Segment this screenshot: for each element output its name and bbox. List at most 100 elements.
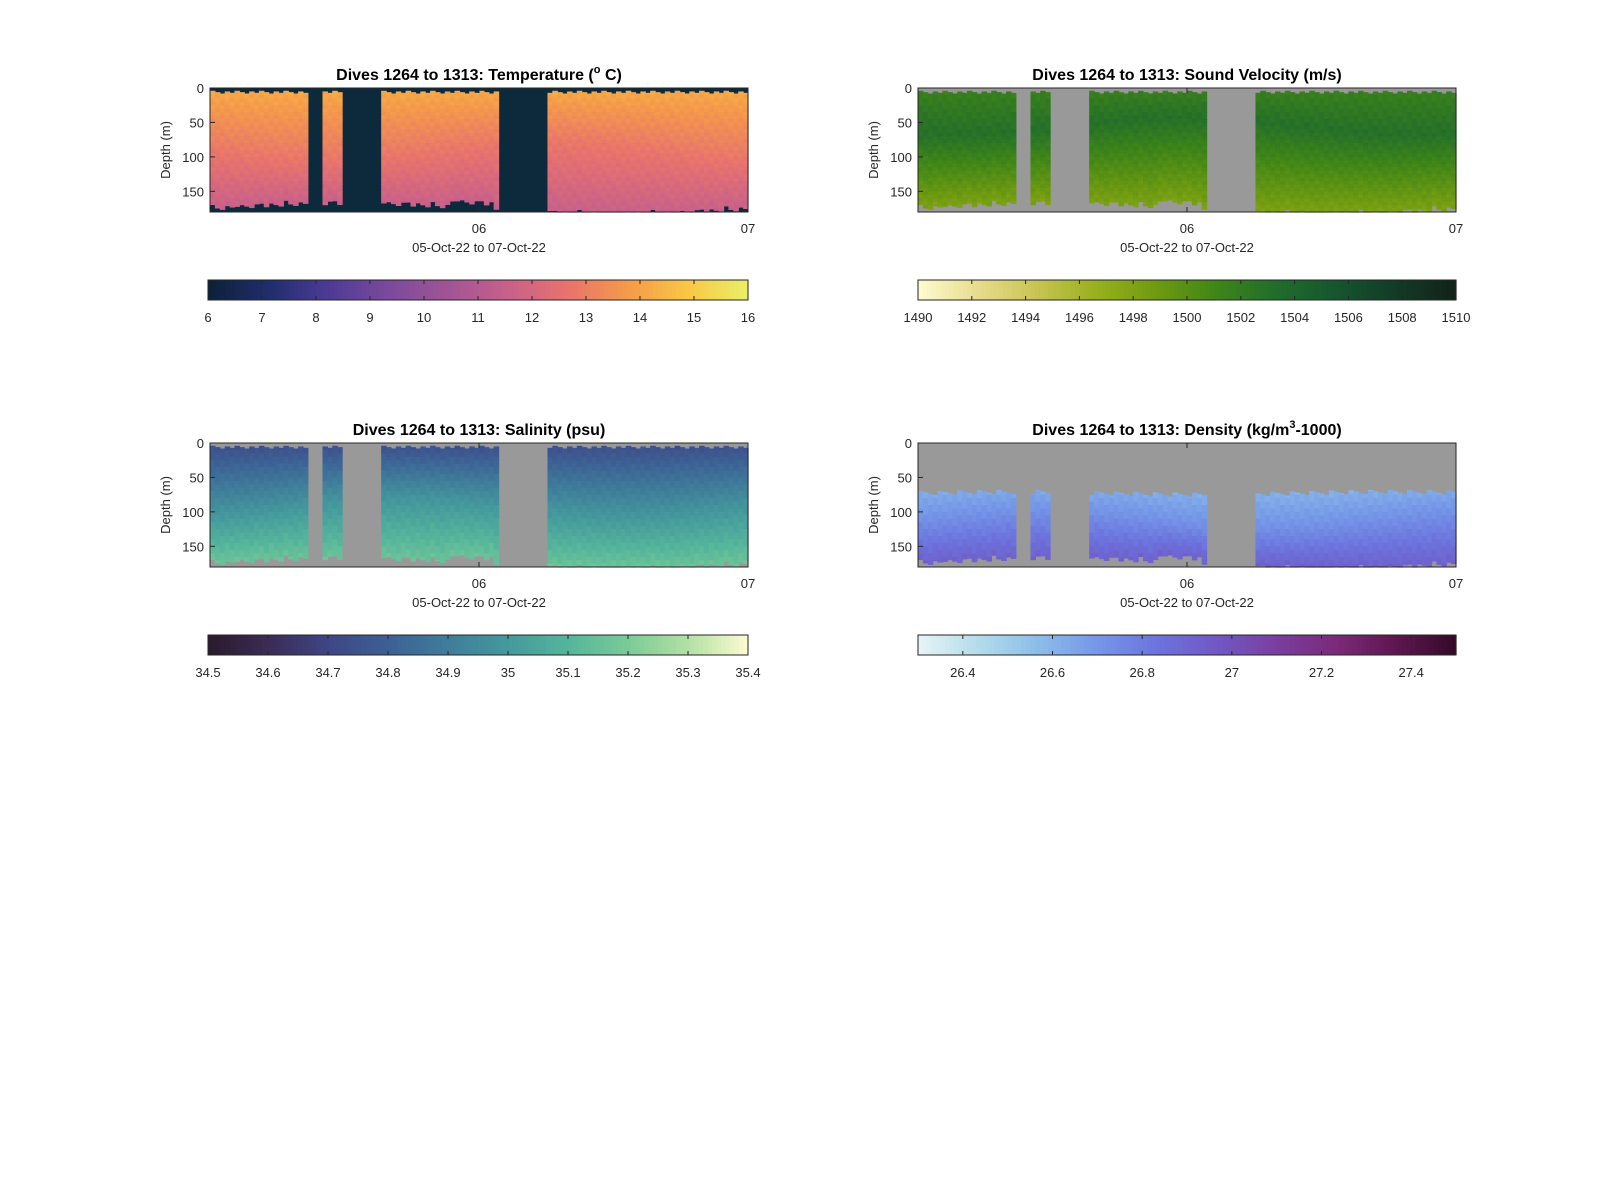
heatmap-cell: [733, 198, 739, 203]
heatmap-cell: [283, 163, 289, 168]
heatmap-cell: [952, 101, 958, 106]
heatmap-cell: [234, 170, 240, 175]
heatmap-cell: [1035, 122, 1041, 127]
heatmap-cell: [278, 125, 284, 130]
heatmap-cell: [581, 187, 588, 192]
heatmap-cell: [581, 201, 588, 206]
heatmap-cell: [488, 101, 495, 106]
heatmap-cell: [332, 170, 338, 175]
heatmap-cell: [1172, 94, 1178, 99]
heatmap-cell: [1035, 101, 1041, 106]
heatmap-cell: [444, 136, 451, 141]
heatmap-cell: [249, 132, 255, 137]
heatmap-cell: [1138, 170, 1144, 175]
heatmap-cell: [219, 119, 226, 124]
heatmap-cell: [571, 105, 578, 110]
heatmap-cell: [239, 132, 245, 137]
heatmap-cell: [571, 129, 578, 134]
heatmap-cell: [733, 194, 739, 199]
heatmap-cell: [1001, 129, 1007, 134]
heatmap-cell: [258, 160, 265, 165]
heatmap-cell: [1177, 174, 1183, 179]
heatmap-cell: [932, 108, 939, 113]
heatmap-cell: [1040, 184, 1046, 189]
heatmap-cell: [991, 177, 997, 182]
heatmap-cell: [699, 143, 705, 148]
heatmap-cell: [449, 98, 456, 103]
heatmap-cell: [288, 98, 294, 103]
heatmap-cell: [1270, 194, 1276, 199]
heatmap-cell: [1103, 163, 1110, 168]
heatmap-cell: [1030, 112, 1036, 117]
heatmap-cell: [239, 108, 245, 113]
heatmap-cell: [337, 129, 343, 134]
heatmap-cell: [615, 194, 622, 199]
heatmap-cell: [581, 153, 588, 158]
heatmap-cell: [1103, 119, 1110, 124]
heatmap-cell: [439, 177, 446, 182]
heatmap-cell: [650, 167, 656, 172]
heatmap-cell: [708, 174, 715, 179]
heatmap-cell: [1010, 177, 1017, 182]
heatmap-cell: [415, 108, 421, 113]
heatmap-cell: [1260, 146, 1266, 151]
heatmap-cell: [464, 163, 470, 168]
heatmap-cell: [268, 119, 275, 124]
heatmap-cell: [1191, 163, 1198, 168]
heatmap-cell: [645, 119, 651, 124]
heatmap-cell: [611, 143, 617, 148]
heatmap-cell: [395, 112, 402, 117]
heatmap-cell: [1030, 91, 1036, 96]
heatmap-cell: [957, 156, 963, 161]
heatmap-cell: [1035, 170, 1041, 175]
heatmap-cell: [1265, 156, 1271, 161]
heatmap-cell: [952, 198, 958, 203]
heatmap-cell: [420, 160, 426, 165]
heatmap-cell: [562, 136, 568, 141]
heatmap-cell: [645, 181, 651, 186]
heatmap-cell: [322, 170, 328, 175]
heatmap-cell: [390, 129, 397, 134]
heatmap-cell: [699, 174, 705, 179]
heatmap-cell: [586, 93, 593, 96]
heatmap-cell: [991, 98, 997, 103]
heatmap-cell: [1128, 101, 1134, 106]
heatmap-cell: [957, 112, 963, 117]
heatmap-cell: [1123, 94, 1129, 99]
heatmap-cell: [1147, 122, 1154, 127]
heatmap-cell: [562, 125, 568, 130]
heatmap-cell: [332, 167, 338, 172]
heatmap-cell: [1187, 174, 1193, 179]
heatmap-cell: [1201, 115, 1208, 120]
heatmap-cell: [249, 153, 255, 158]
heatmap-cell: [234, 201, 240, 206]
heatmap-cell: [986, 129, 992, 134]
heatmap-cell: [298, 112, 304, 117]
heatmap-cell: [425, 122, 431, 127]
heatmap-cell: [1098, 177, 1105, 182]
heatmap-cell: [1162, 150, 1169, 155]
heatmap-cell: [1045, 119, 1051, 124]
heatmap-cell: [713, 122, 720, 127]
heatmap-cell: [1147, 93, 1154, 96]
heatmap-cell: [1167, 125, 1173, 130]
colorbar-swatch: [505, 280, 511, 300]
heatmap-cell: [718, 112, 725, 117]
heatmap-cell: [293, 146, 299, 151]
heatmap-cell: [337, 170, 343, 175]
heatmap-cell: [1157, 132, 1164, 137]
heatmap-cell: [645, 125, 651, 130]
heatmap-cell: [239, 146, 245, 151]
heatmap-cell: [971, 101, 978, 106]
heatmap-cell: [1201, 119, 1208, 124]
heatmap-cell: [214, 167, 221, 172]
heatmap-cell: [434, 129, 441, 134]
heatmap-cell: [942, 91, 948, 96]
heatmap-cell: [1103, 129, 1110, 134]
heatmap-cell: [664, 143, 671, 148]
heatmap-cell: [1177, 156, 1183, 161]
heatmap-cell: [1265, 198, 1271, 203]
heatmap-cell: [1270, 105, 1276, 110]
heatmap-cell: [278, 201, 284, 206]
heatmap-cell: [596, 177, 602, 182]
